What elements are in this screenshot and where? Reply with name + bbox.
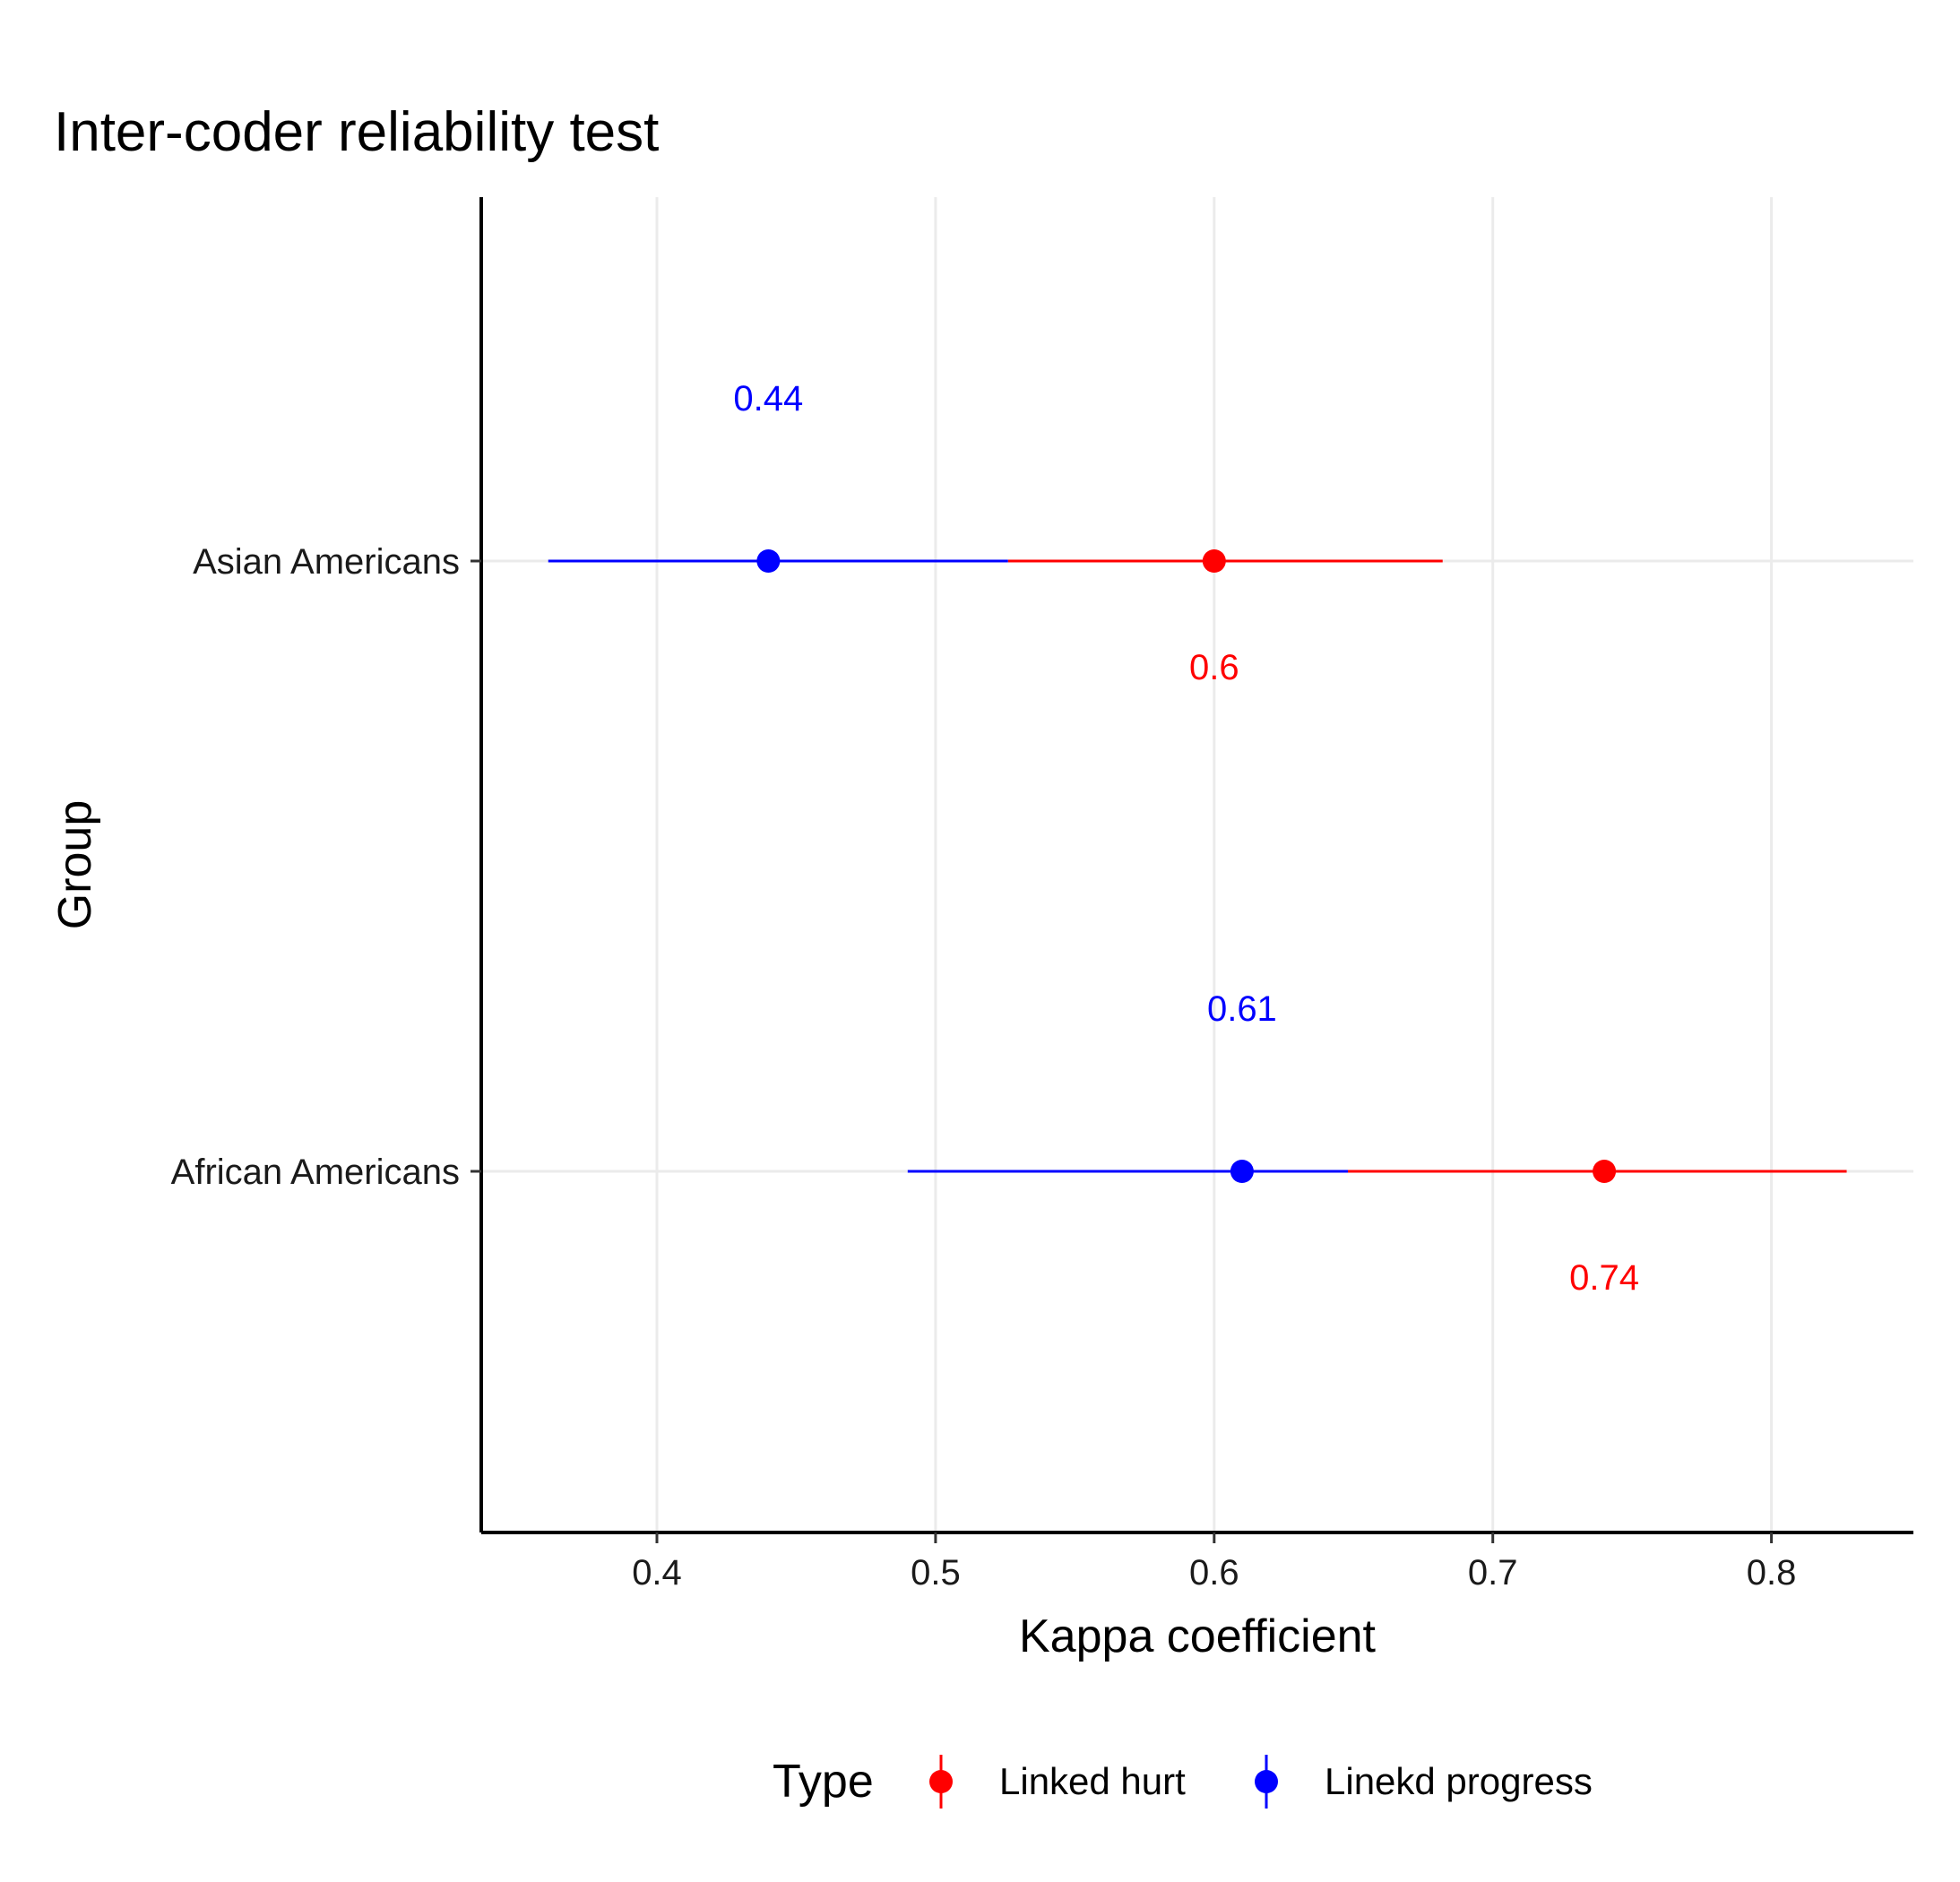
- data-label: 0.6: [1189, 648, 1239, 687]
- x-tick-label: 0.7: [1468, 1553, 1518, 1593]
- x-tick-label: 0.6: [1189, 1553, 1239, 1593]
- legend-key-point: [929, 1770, 953, 1793]
- data-label: 0.44: [733, 379, 803, 419]
- legend-item-label: Linekd progress: [1325, 1760, 1593, 1802]
- y-tick-label: Asian Americans: [193, 542, 460, 582]
- y-axis-title: Group: [49, 800, 101, 930]
- data-point: [756, 549, 781, 573]
- data-point: [1202, 549, 1226, 573]
- x-tick-label: 0.5: [911, 1553, 961, 1593]
- chart-title: Inter-coder reliability test: [54, 101, 659, 163]
- x-axis-title: Kappa coefficient: [1019, 1610, 1377, 1662]
- legend-key-point: [1255, 1770, 1278, 1793]
- data-label: 0.74: [1569, 1258, 1639, 1298]
- y-axis-ticks: Asian Americans African Americans: [171, 542, 481, 1192]
- legend-title: Type: [773, 1756, 874, 1808]
- grid-lines: [481, 197, 1913, 1532]
- legend: Type Linked hurt Linekd progress: [773, 1755, 1593, 1809]
- data-labels: 0.6 0.74 0.44 0.61: [733, 379, 1639, 1298]
- data-point: [1593, 1160, 1617, 1183]
- x-axis-ticks: 0.4 0.5 0.6 0.7 0.8: [632, 1532, 1796, 1593]
- x-tick-label: 0.4: [632, 1553, 682, 1593]
- data-points: [756, 549, 1617, 1183]
- data-point: [1230, 1160, 1254, 1183]
- y-tick-label: African Americans: [171, 1153, 460, 1192]
- data-label: 0.61: [1207, 989, 1277, 1029]
- legend-item-label: Linked hurt: [999, 1760, 1186, 1802]
- x-tick-label: 0.8: [1747, 1553, 1797, 1593]
